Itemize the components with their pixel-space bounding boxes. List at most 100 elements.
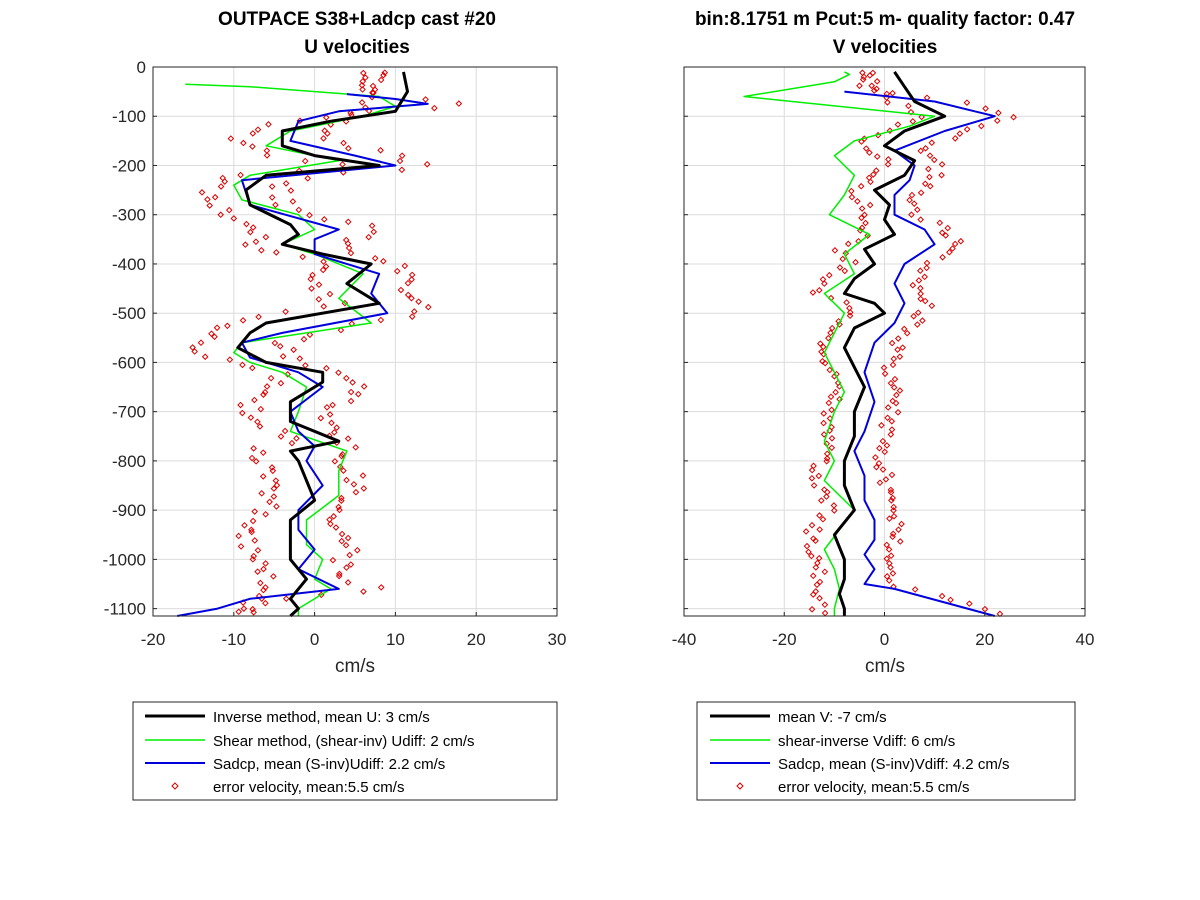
v-error-velocity-marker <box>879 437 887 445</box>
u-error-velocity-marker <box>296 355 304 362</box>
u-error-velocity-marker <box>333 424 340 431</box>
v-error-velocity-marker <box>816 512 823 519</box>
u-error-velocity-marker <box>211 333 218 341</box>
u-error-velocity-marker <box>248 454 256 462</box>
v-error-velocity-marker <box>820 419 827 427</box>
v-error-velocity-marker <box>844 240 852 248</box>
u-error-velocity-marker <box>336 570 343 578</box>
u-error-velocity-marker <box>345 244 353 252</box>
v-error-velocity-marker <box>890 512 898 520</box>
v-error-velocity-marker <box>889 570 897 577</box>
u-error-velocity-marker <box>365 107 373 115</box>
u-error-velocity-marker <box>197 339 205 347</box>
v-error-velocity-marker <box>821 280 828 287</box>
u-error-velocity-marker <box>326 411 334 418</box>
v-error-velocity-marker <box>884 161 892 168</box>
u-error-velocity-marker <box>268 183 276 190</box>
u-error-velocity-marker <box>377 584 385 591</box>
u-error-velocity-marker <box>250 609 257 616</box>
v-error-velocity-marker <box>883 573 891 580</box>
u-error-velocity-marker <box>358 99 366 106</box>
v-error-velocity-marker <box>889 397 897 405</box>
u-error-velocity-marker <box>354 546 361 554</box>
u-error-velocity-marker <box>352 488 360 496</box>
u-legend: Inverse method, mean U: 3 cm/s Shear met… <box>132 701 558 801</box>
u-y-tick-label: -700 <box>112 403 146 422</box>
v-legend-inverse-label: mean V: -7 cm/s <box>778 709 887 726</box>
v-error-velocity-marker <box>978 122 985 130</box>
v-error-velocity-marker <box>963 125 971 133</box>
u-error-velocity-marker <box>198 189 206 196</box>
u-error-velocity-marker <box>320 135 327 142</box>
v-error-velocity-marker <box>938 592 946 600</box>
v-error-velocity-marker <box>825 399 833 407</box>
u-error-velocity-marker <box>340 139 347 147</box>
u-error-velocity-marker <box>277 379 285 387</box>
u-error-velocity-marker <box>224 322 231 330</box>
u-x-tick-label: 30 <box>548 630 567 649</box>
u-error-velocity-marker <box>237 543 245 550</box>
u-error-velocity-marker <box>344 534 352 542</box>
v-legend: mean V: -7 cm/s shear-inverse Vdiff: 6 c… <box>696 701 1076 801</box>
u-error-velocity-marker <box>368 222 376 230</box>
u-error-velocity-marker <box>261 388 269 396</box>
u-error-velocity-marker <box>362 104 369 111</box>
u-error-velocity-marker <box>338 452 345 460</box>
v-error-velocity-marker <box>894 408 902 416</box>
v-error-velocity-marker <box>926 173 933 181</box>
v-error-velocity-marker <box>820 410 828 417</box>
u-legend-error-label: error velocity, mean:5.5 cm/s <box>213 779 404 796</box>
u-error-velocity-marker <box>306 211 313 219</box>
v-error-velocity-marker <box>947 596 954 604</box>
v-error-velocity-marker <box>914 321 921 328</box>
v-error-velocity-marker <box>866 201 874 209</box>
u-error-velocity-marker <box>217 211 225 219</box>
v-x-tick-label: 40 <box>1076 630 1095 649</box>
v-error-velocity-marker <box>951 135 959 142</box>
u-error-velocity-marker <box>249 517 257 525</box>
v-error-velocity-marker <box>816 594 823 602</box>
v-error-velocity-marker <box>803 542 811 550</box>
u-velocity-panel: OUTPACE S38+Ladcp cast #20 U velocities … <box>103 9 567 801</box>
v-error-velocity-marker <box>808 552 815 560</box>
u-legend-inverse-label: Inverse method, mean U: 3 cm/s <box>213 709 430 726</box>
v-sadcp-profile-line <box>844 90 996 617</box>
v-error-velocity-marker <box>815 286 823 294</box>
v-grid <box>684 67 1085 616</box>
u-error-velocity-marker <box>317 414 325 422</box>
v-error-velocity-marker <box>856 82 863 90</box>
v-error-velocity-marker <box>870 87 878 94</box>
v-error-velocity-marker <box>889 89 896 97</box>
v-error-velocity-marker <box>831 247 839 254</box>
u-error-velocity-marker <box>235 608 243 616</box>
u-error-velocity-marker <box>266 498 273 506</box>
v-error-velocity-marker <box>862 145 870 152</box>
u-error-velocity-marker <box>262 233 270 241</box>
u-error-velocity-marker <box>211 193 219 201</box>
v-error-velocity-marker <box>836 264 844 271</box>
v-error-velocity-marker <box>882 476 890 483</box>
u-error-velocity-marker <box>323 403 331 411</box>
u-error-velocity-marker <box>263 152 271 159</box>
u-error-velocity-marker <box>282 180 290 187</box>
u-error-velocity-marker <box>282 595 290 602</box>
v-error-velocity-marker <box>884 404 892 411</box>
u-error-velocity-marker <box>346 551 353 559</box>
v-error-velocity-marker <box>802 528 810 535</box>
v-error-velocity-marker <box>881 448 889 456</box>
u-error-velocity-marker <box>362 74 369 81</box>
u-error-velocity-marker <box>397 286 405 294</box>
v-legend-shear-label: shear-inverse Vdiff: 6 cm/s <box>778 733 955 750</box>
v-error-velocity-marker <box>821 359 829 367</box>
v-error-velocity-marker <box>862 219 869 227</box>
v-error-velocity-marker <box>841 267 849 275</box>
u-error-velocity-marker <box>354 390 362 398</box>
u-error-velocity-marker <box>269 467 277 475</box>
v-error-velocity-marker <box>846 309 854 316</box>
v-error-velocity-marker <box>858 138 865 145</box>
u-error-velocity-marker <box>247 228 254 236</box>
v-error-velocity-marker <box>889 361 897 369</box>
u-error-velocity-marker <box>365 233 372 241</box>
u-error-velocity-marker <box>347 388 355 396</box>
v-error-velocity-marker <box>915 277 923 284</box>
